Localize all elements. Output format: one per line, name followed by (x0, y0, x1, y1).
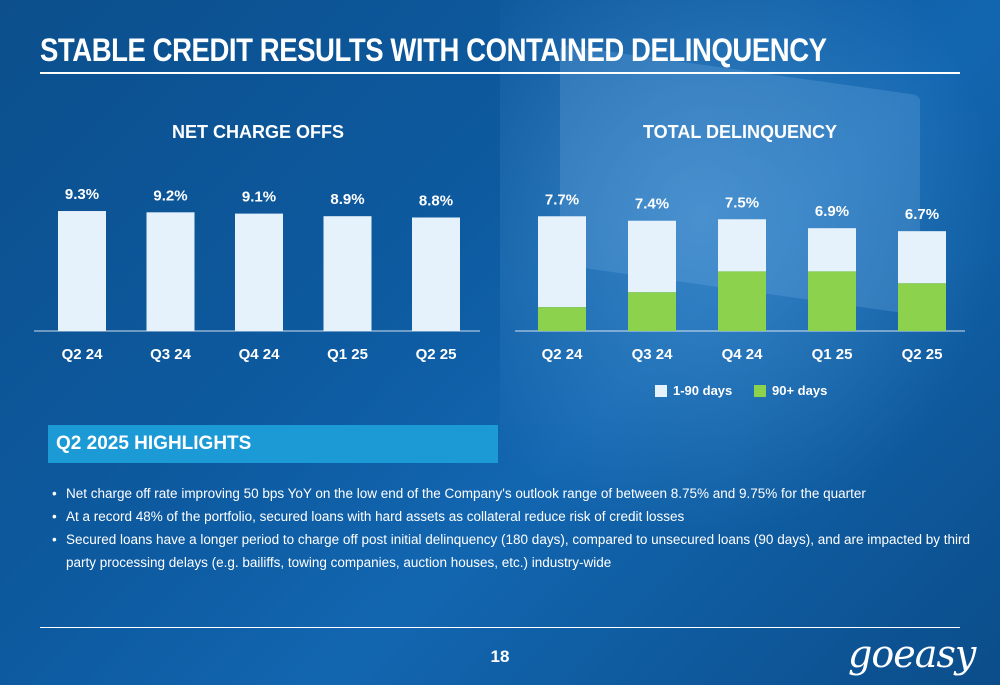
total-delinquency-bar-1-90 (718, 219, 766, 272)
total-delinquency-bar-1-90 (808, 228, 856, 272)
page-number: 18 (490, 647, 510, 666)
highlight-bullet-1: Net charge off rate improving 50 bps YoY… (52, 482, 972, 505)
page-title: STABLE CREDIT RESULTS WITH CONTAINED DEL… (40, 32, 827, 68)
total-delinquency-data-label: 6.9% (815, 203, 849, 220)
title-divider (40, 72, 960, 74)
total-delinquency-tick-label: Q1 25 (812, 346, 853, 363)
total-delinquency-data-label: 6.7% (905, 206, 939, 223)
net-charge-offs-bar (58, 211, 106, 331)
legend-label-1-90: 1-90 days (673, 383, 733, 398)
net-charge-offs-tick-label: Q2 24 (62, 346, 104, 363)
net-charge-offs-bar (412, 217, 460, 331)
legend-label-90-plus: 90+ days (772, 383, 828, 398)
net-charge-offs-tick-label: Q2 25 (416, 346, 457, 363)
net-charge-offs-tick-label: Q3 24 (150, 346, 192, 363)
net-charge-offs-bar (146, 212, 195, 331)
total-delinquency-tick-label: Q2 24 (542, 346, 584, 363)
legend-swatch-1-90 (655, 384, 667, 397)
legend-item-90-plus: 90+ days (754, 383, 827, 398)
footer-divider (40, 627, 960, 628)
highlights-list: Net charge off rate improving 50 bps YoY… (52, 482, 972, 574)
total-delinquency-bar-90-plus (808, 271, 856, 331)
net-charge-offs-data-label: 8.9% (330, 191, 364, 208)
highlight-bullet-3: Secured loans have a longer period to ch… (52, 528, 972, 574)
net-charge-offs-title: NET CHARGE OFFS (172, 122, 345, 142)
total-delinquency-bar-90-plus (628, 292, 676, 331)
goeasy-logo: goeasy (848, 632, 976, 676)
total-delinquency-tick-label: Q3 24 (632, 346, 674, 363)
total-delinquency-bar-90-plus (538, 307, 586, 331)
charts-canvas: 9.3% Q2 24 9.2% Q3 24 9.1% Q4 24 8.9% Q1 25 8.8%… (58, 186, 946, 363)
net-charge-offs-tick-label: Q1 25 (327, 346, 368, 363)
total-delinquency-bar-1-90 (898, 231, 946, 284)
total-delinquency-data-label: 7.5% (725, 194, 759, 211)
total-delinquency-bar-90-plus (898, 283, 946, 331)
net-charge-offs-data-label: 9.3% (65, 186, 99, 203)
net-charge-offs-data-label: 9.2% (153, 187, 187, 204)
total-delinquency-data-label: 7.7% (545, 191, 579, 208)
net-charge-offs-bar (323, 216, 372, 331)
net-charge-offs-data-label: 8.8% (419, 192, 453, 209)
highlight-bullet-2: At a record 48% of the portfolio, secure… (52, 505, 972, 528)
total-delinquency-tick-label: Q2 25 (902, 346, 943, 363)
net-charge-offs-data-label: 9.1% (242, 189, 276, 206)
total-delinquency-data-label: 7.4% (635, 196, 669, 213)
total-delinquency-bar-1-90 (538, 216, 586, 308)
total-delinquency-tick-label: Q4 24 (722, 346, 764, 363)
legend-swatch-90-plus (754, 384, 766, 397)
net-charge-offs-tick-label: Q4 24 (239, 346, 281, 363)
total-delinquency-title: TOTAL DELINQUENCY (642, 122, 837, 142)
net-charge-offs-bar (235, 213, 283, 331)
legend-item-1-90: 1-90 days (655, 383, 732, 398)
total-delinquency-bar-1-90 (628, 220, 676, 293)
total-delinquency-bar-90-plus (718, 271, 766, 331)
highlights-header: Q2 2025 HIGHLIGHTS (48, 425, 498, 463)
